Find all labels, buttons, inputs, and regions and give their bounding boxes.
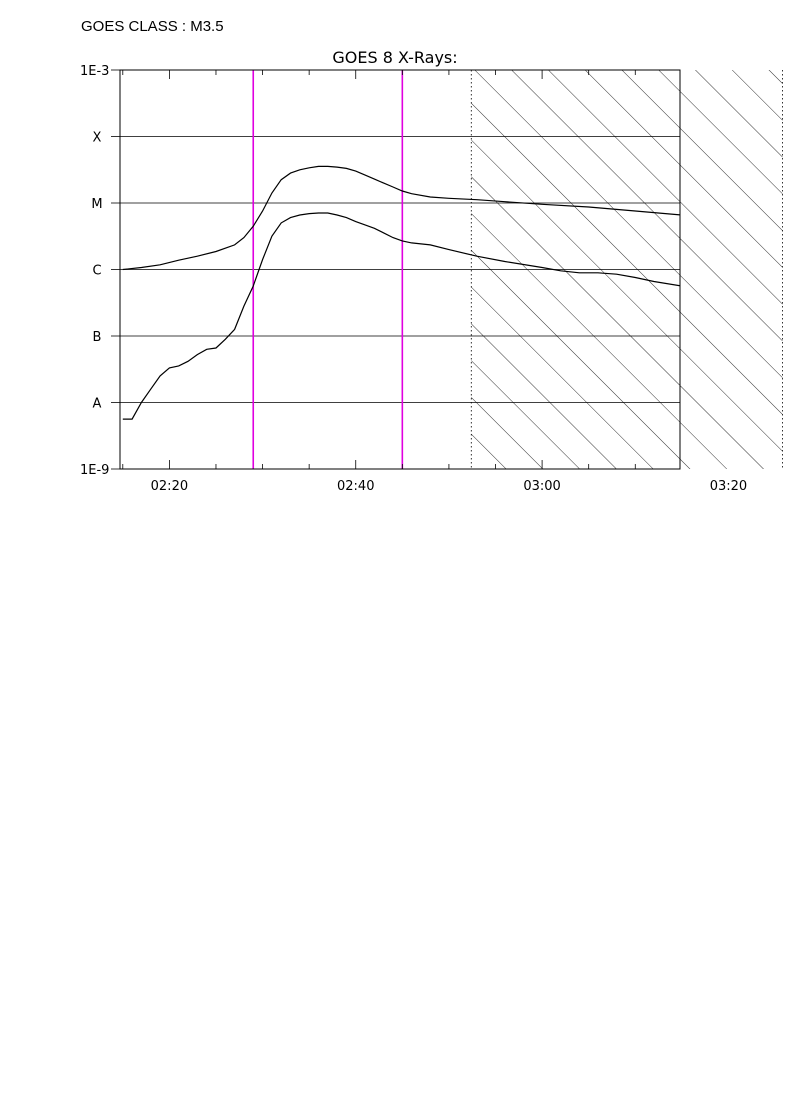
- y-tick-label-4: B: [93, 330, 102, 345]
- series-line-0: [122, 165, 680, 271]
- x-tick-label-3: 03:20: [710, 479, 747, 494]
- y-axis-ticks: 1E-3 X M C B A 1E-9: [80, 64, 120, 478]
- y-tick-label-5: A: [93, 397, 102, 412]
- series-group: [122, 165, 680, 420]
- x-tick-label-0: 02:20: [151, 479, 188, 494]
- y-tick-label-2: M: [91, 197, 102, 212]
- y-tick-label-6: 1E-9: [80, 463, 109, 478]
- x-tick-label-2: 03:00: [523, 479, 560, 494]
- y-tick-label-3: C: [92, 264, 101, 279]
- chart-title: GOES 8 X-Rays:: [332, 48, 457, 67]
- series-line-1: [122, 212, 680, 420]
- goes-xray-chart: GOES 8 X-Rays: 02:2002:4003:0003:2003:40…: [80, 48, 783, 494]
- shaded-interval-borders: [470, 70, 783, 469]
- goes-class-label: GOES CLASS : M3.5: [81, 18, 224, 35]
- x-tick-label-1: 02:40: [337, 479, 374, 494]
- shaded-interval: [471, 70, 783, 469]
- y-tick-label-1: X: [93, 131, 102, 146]
- y-tick-label-0: 1E-3: [80, 64, 109, 79]
- flare-markers: [252, 70, 404, 469]
